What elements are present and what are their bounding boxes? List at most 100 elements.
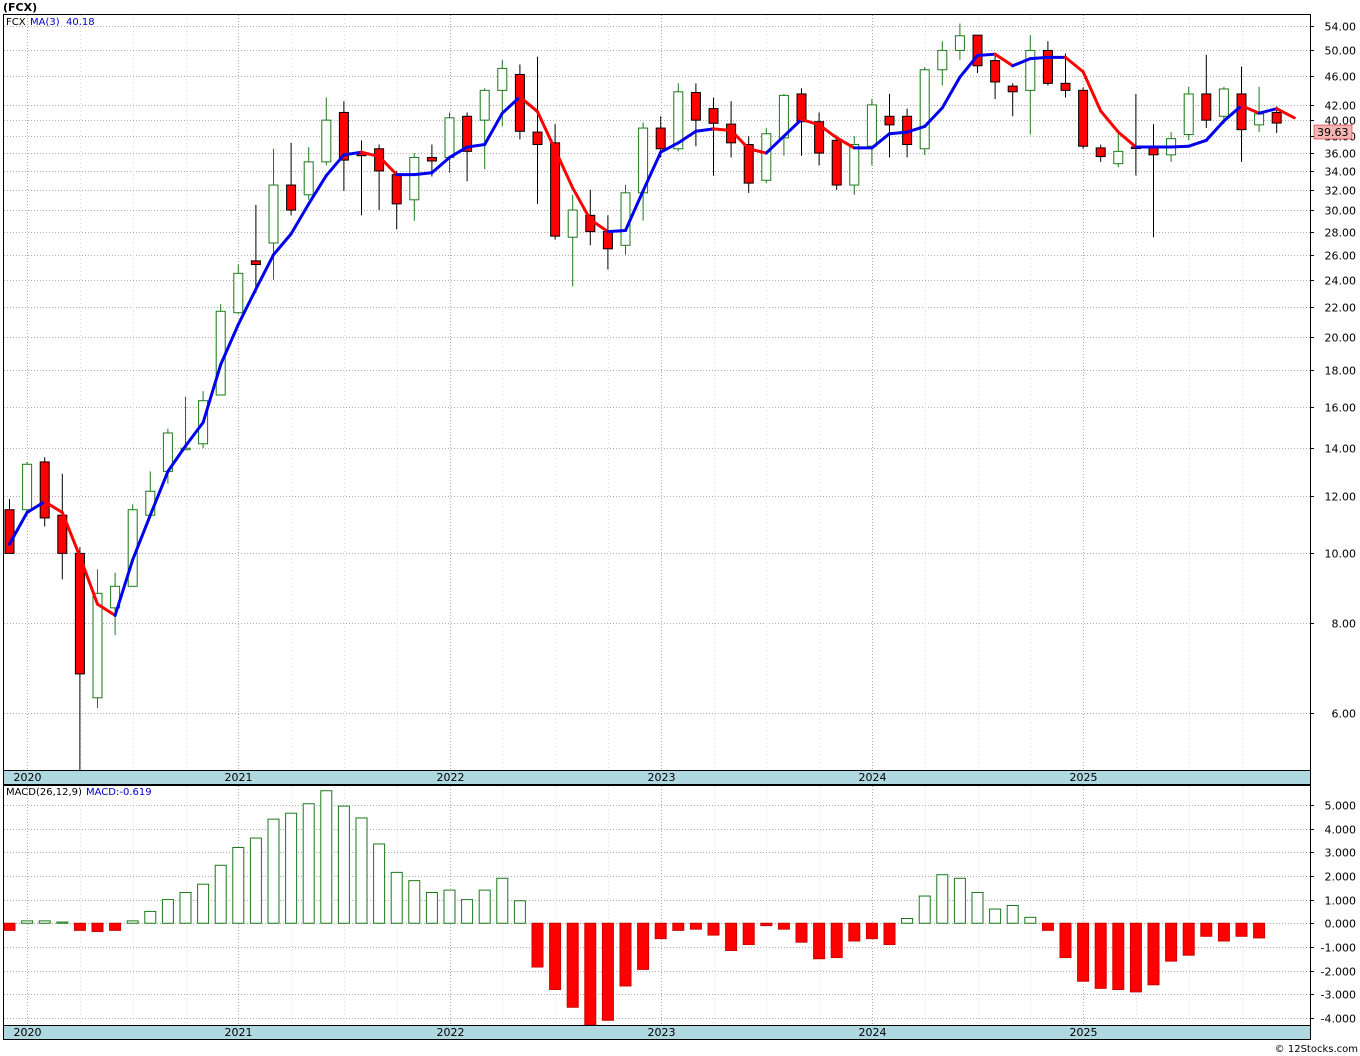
price-y-axis: 6.00 8.00 10.00 12.00 14.00 16.00 18.00 20.00 22… — [1310, 21, 1356, 721]
macd-bar — [1006, 905, 1019, 924]
macd-bar — [830, 922, 843, 959]
candle — [321, 97, 332, 166]
macd-bar — [1147, 922, 1160, 986]
macd-bar — [936, 874, 949, 924]
price-x-axis: 2020 2021 2022 2023 2024 2025 — [14, 771, 1098, 784]
ma-segment — [940, 75, 962, 110]
macd-bar — [989, 908, 1002, 924]
price-tick-label: 28.00 — [1325, 227, 1357, 240]
macd-bar — [3, 922, 16, 931]
ma-segment — [307, 174, 328, 206]
macd-bar — [795, 922, 808, 943]
candle — [743, 136, 754, 193]
candle-body — [462, 115, 473, 152]
macd-bar — [443, 889, 456, 924]
macd-bar — [355, 817, 368, 924]
candle-body — [321, 119, 332, 163]
candle — [708, 97, 719, 176]
macd-bar — [637, 922, 650, 970]
macd-legend-value: MACD:-0.619 — [86, 787, 152, 798]
macd-bar — [390, 871, 403, 924]
macd-bar — [601, 922, 614, 1021]
price-tick-label: 22.00 — [1325, 302, 1357, 315]
macd-bar — [161, 899, 174, 924]
candle — [690, 83, 701, 147]
price-x-axis-band — [3, 770, 1311, 785]
price-tick-label: 36.00 — [1325, 148, 1357, 161]
candle — [990, 55, 1001, 100]
candle-body — [39, 461, 50, 519]
macd-tick-label: 4.000 — [1325, 824, 1357, 837]
watermark: © 12Stocks.com — [1275, 1044, 1358, 1055]
macd-bar — [531, 922, 544, 968]
candle-body — [391, 174, 402, 205]
macd-bar — [496, 877, 509, 924]
candle — [409, 153, 420, 221]
ma-segment — [624, 189, 645, 233]
ticker-legend: FCX — [6, 17, 26, 28]
candle-body — [1271, 111, 1282, 124]
candle-body — [1095, 147, 1106, 158]
macd-bar — [461, 899, 474, 924]
ma-segment — [1275, 107, 1296, 120]
ma-segment — [993, 52, 1015, 68]
candle — [1236, 66, 1247, 162]
candle-body — [814, 121, 825, 154]
macd-tick-label: 0.000 — [1325, 918, 1357, 931]
candle — [567, 194, 578, 287]
macd-bar — [865, 922, 878, 940]
year-label: 2025 — [1070, 771, 1098, 784]
ma-segment — [360, 150, 381, 159]
macd-bar — [320, 790, 333, 924]
ma-segment — [553, 148, 575, 190]
candle — [1113, 132, 1124, 168]
candle-body — [550, 142, 561, 237]
macd-bar — [126, 920, 139, 924]
macd-year-label: 2025 — [1070, 1026, 1098, 1039]
candle — [796, 88, 807, 156]
candle-body — [74, 552, 85, 675]
macd-tick-label: -3.000 — [1321, 989, 1356, 1002]
macd-bar — [478, 889, 491, 924]
price-tick-label: 10.00 — [1325, 548, 1357, 561]
macd-bar — [337, 805, 350, 924]
macd-bar — [1253, 922, 1266, 939]
ma-segment — [976, 52, 997, 57]
ma-segment — [518, 95, 539, 114]
candle — [1025, 35, 1036, 135]
candle — [1218, 86, 1229, 125]
candle — [1201, 54, 1212, 129]
candle — [884, 93, 895, 158]
candle-body — [22, 463, 33, 511]
macd-year-label: 2022 — [437, 1026, 465, 1039]
candle-body — [479, 89, 490, 121]
macd-bar — [373, 843, 386, 924]
ma-segment — [342, 150, 363, 157]
macd-tick-label: 2.000 — [1325, 871, 1357, 884]
macd-bar — [197, 883, 210, 924]
ma-line — [8, 52, 1296, 617]
macd-tick-label: 1.000 — [1325, 895, 1357, 908]
ma-segment — [448, 145, 469, 159]
candle-body — [426, 156, 437, 162]
ma-segment — [43, 500, 64, 514]
candle-body — [567, 209, 578, 238]
ma-segment — [588, 218, 610, 234]
macd-tick-label: -1.000 — [1321, 942, 1356, 955]
ma-segment — [764, 134, 786, 155]
year-label: 2024 — [859, 771, 887, 784]
macd-bar — [672, 922, 685, 931]
macd-bar — [302, 803, 315, 924]
price-tick-label: 14.00 — [1325, 443, 1357, 456]
candle — [1042, 41, 1053, 86]
candle-body — [1236, 93, 1247, 131]
price-candles — [4, 23, 1282, 783]
candle — [22, 461, 33, 516]
macd-bar — [1129, 922, 1142, 993]
macd-x-axis: 2020 2021 2022 2023 2024 2025 — [14, 1026, 1098, 1039]
candle — [92, 569, 103, 708]
macd-bar — [249, 837, 262, 924]
ma-segment — [1187, 138, 1208, 148]
candle — [831, 135, 842, 190]
